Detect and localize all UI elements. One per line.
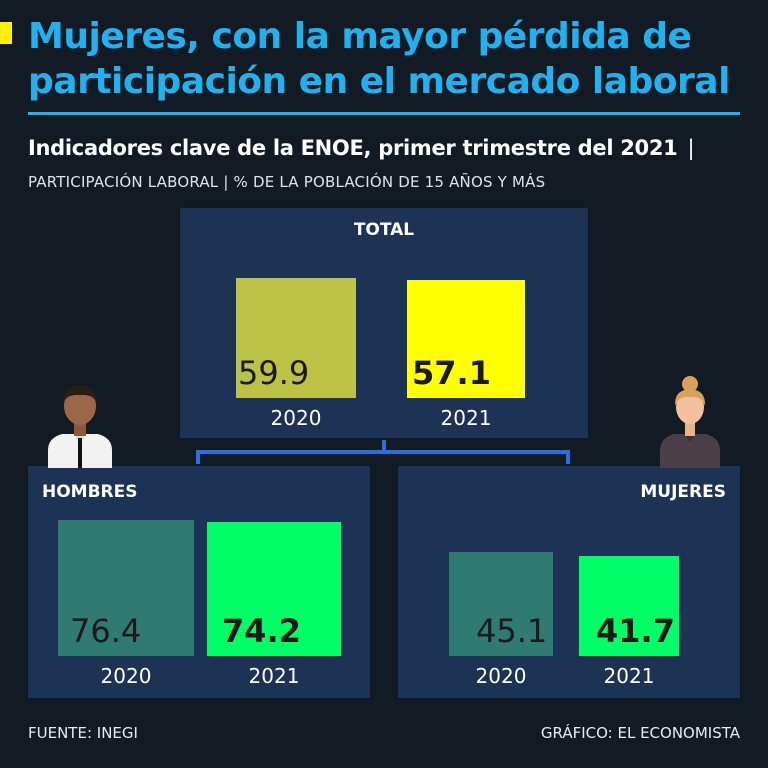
- page-title: Mujeres, con la mayor pérdida de partici…: [28, 16, 730, 102]
- chart-subtitle: Indicadores clave de la ENOE, primer tri…: [28, 136, 748, 160]
- panel-total-label: TOTAL: [353, 220, 415, 240]
- panel-mujeres-label: MUJERES: [640, 482, 726, 502]
- bar-hombres-2020: [58, 520, 194, 656]
- year-label-hombres-2020: 2020: [100, 664, 152, 688]
- connector-horizontal: [196, 450, 570, 454]
- value-label-mujeres-2020: 45.1: [476, 612, 548, 650]
- bar-total-2020: [235, 277, 357, 398]
- bar-mujeres-2021: [578, 555, 680, 656]
- man-avatar-icon: [48, 385, 112, 468]
- bar-mujeres-2020: [448, 551, 554, 656]
- source-note: FUENTE: INEGI: [28, 724, 138, 742]
- year-label-mujeres-2020: 2020: [475, 664, 527, 688]
- value-label-hombres-2021: 74.2: [222, 612, 301, 650]
- title-divider: [28, 112, 740, 115]
- woman-avatar-icon: [660, 376, 720, 468]
- bar-hombres-2021: [206, 521, 341, 656]
- year-label-mujeres-2021: 2021: [603, 664, 655, 688]
- value-label-mujeres-2021: 41.7: [596, 612, 675, 650]
- value-label-total-2021: 57.1: [412, 354, 491, 392]
- connector-vertical: [382, 438, 386, 452]
- value-label-total-2020: 59.9: [238, 354, 310, 392]
- value-label-hombres-2020: 76.4: [70, 612, 142, 650]
- panel-hombres-label: HOMBRES: [42, 482, 138, 502]
- year-label-total-2021: 2021: [440, 406, 492, 430]
- subtitle-text: Indicadores clave de la ENOE, primer tri…: [28, 136, 678, 160]
- year-label-total-2020: 2020: [270, 406, 322, 430]
- accent-block: [0, 22, 12, 44]
- connector-left-drop: [196, 450, 200, 466]
- credit-note: GRÁFICO: EL ECONOMISTA: [540, 724, 740, 742]
- year-label-hombres-2021: 2021: [248, 664, 300, 688]
- connector-right-drop: [566, 450, 570, 466]
- bar-total-2021: [407, 280, 525, 398]
- subtitle-separator: |: [687, 136, 695, 160]
- chart-subhead: PARTICIPACIÓN LABORAL | % DE LA POBLACIÓ…: [28, 173, 546, 191]
